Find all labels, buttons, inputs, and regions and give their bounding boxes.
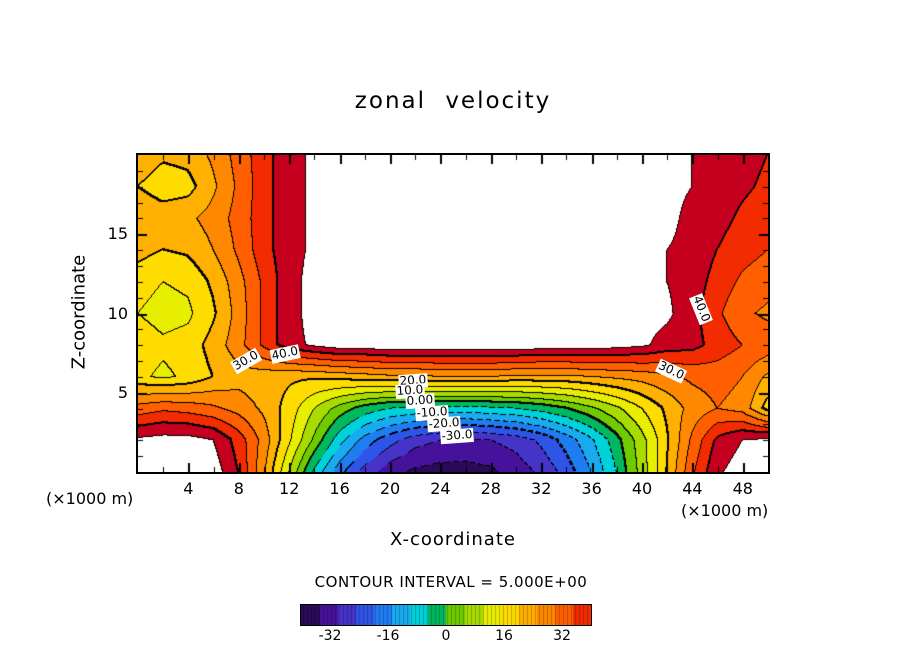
plot-area: 30.0 40.0 20.0 10.0 0.00 -10.0 -20.0 -30.0 30.0 4… bbox=[138, 155, 768, 472]
x-axis-title: X-coordinate bbox=[390, 529, 516, 550]
x-tick-label: 24 bbox=[430, 479, 451, 498]
x-axis-units: (×1000 m) bbox=[681, 501, 769, 520]
chart-title: zonal velocity bbox=[354, 88, 552, 114]
y-tick-label: 5 bbox=[117, 382, 128, 402]
x-tick-label: 40 bbox=[631, 479, 653, 498]
contour-label: -30.0 bbox=[439, 426, 474, 444]
x-tick-label: 44 bbox=[682, 479, 703, 498]
colorbar-tick-label: 32 bbox=[553, 628, 571, 644]
y-axis-title: Z-coordinate bbox=[68, 254, 90, 370]
x-tick-label: 4 bbox=[183, 479, 194, 498]
x-tick-label: 16 bbox=[329, 479, 350, 498]
colorbar-tick-label: 0 bbox=[441, 628, 451, 644]
colorbar-canvas bbox=[301, 605, 591, 625]
contour-interval-label: CONTOUR INTERVAL = 5.000E+00 bbox=[314, 573, 588, 591]
colorbar-tick-label: 16 bbox=[495, 628, 513, 644]
x-tick-label: 8 bbox=[233, 479, 244, 498]
plot-frame: 30.0 40.0 20.0 10.0 0.00 -10.0 -20.0 -30.0 30.0 4… bbox=[136, 153, 770, 474]
y-tick-label: 10 bbox=[107, 303, 128, 323]
x-tick-label: 32 bbox=[531, 479, 552, 498]
colorbar-tick-label: -16 bbox=[376, 628, 400, 644]
colorbar bbox=[300, 604, 592, 626]
x-tick-label: 28 bbox=[480, 479, 501, 498]
y-tick-label: 15 bbox=[107, 224, 128, 244]
colorbar-tick-label: -32 bbox=[318, 628, 342, 644]
x-tick-label: 20 bbox=[379, 479, 401, 498]
y-axis-units: (×1000 m) bbox=[46, 489, 134, 508]
x-tick-label: 36 bbox=[581, 479, 602, 498]
x-tick-label: 12 bbox=[279, 479, 300, 498]
x-tick-label: 48 bbox=[732, 479, 753, 498]
